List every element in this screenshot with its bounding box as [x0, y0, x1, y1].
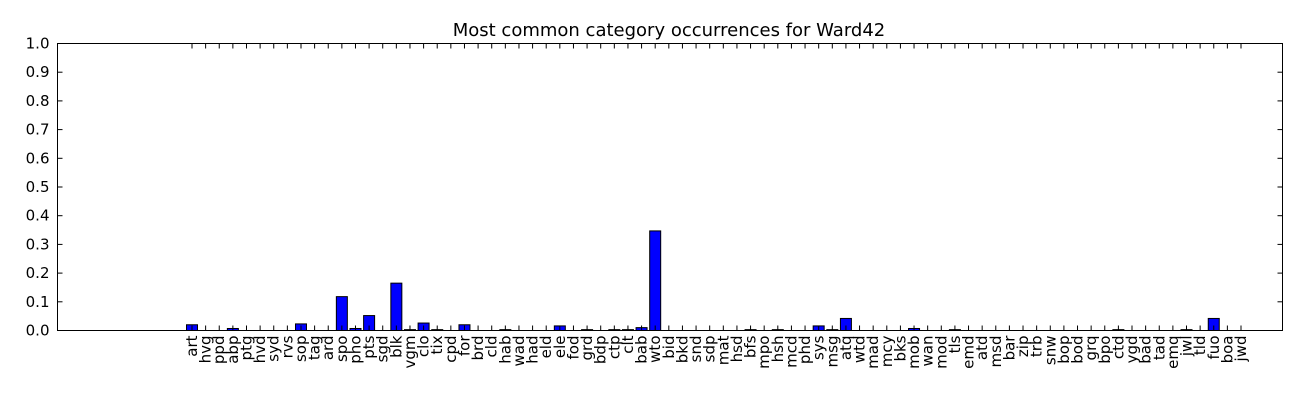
x-tick-label-emq: emq	[1164, 336, 1182, 369]
x-tick-label-ctd: ctd	[1109, 336, 1127, 360]
x-tick-label-abp: abp	[224, 336, 242, 364]
x-tick-label-snd: snd	[687, 336, 705, 363]
x-tick-label-sgd: sgd	[374, 336, 392, 363]
x-tick-label-tad: tad	[1150, 336, 1168, 361]
x-tick-label-hsh: hsh	[769, 336, 787, 363]
x-tick-label-rvs: rvs	[278, 335, 296, 358]
x-tick-label-mcd: mcd	[782, 336, 800, 368]
x-tick-label-spo: spo	[333, 336, 351, 363]
x-tick-label-syd: syd	[265, 336, 283, 362]
x-tick-label-clo: clo	[415, 336, 433, 358]
x-tick-label-for: for	[455, 335, 473, 356]
x-tick-label-brd: brd	[469, 336, 487, 361]
x-tick-label-sop: sop	[292, 336, 310, 363]
x-tick-label-mcy: mcy	[878, 335, 896, 367]
y-tick-label: 0.3	[26, 235, 50, 253]
x-tick-label-bkd: bkd	[673, 336, 691, 364]
x-tick-label-grd: grd	[578, 336, 596, 361]
x-tick-label-grq: grq	[1082, 336, 1100, 361]
y-tick-label: 0.6	[26, 149, 50, 167]
x-tick-label-bop: bop	[1055, 336, 1073, 364]
x-tick-label-bfs: bfs	[742, 335, 760, 358]
x-tick-label-phd: phd	[796, 336, 814, 365]
y-tick-label: 0.5	[26, 178, 50, 196]
x-tick-label-bks: bks	[891, 335, 909, 361]
y-tick-label: 0.2	[26, 264, 50, 282]
x-tick-label-had: had	[524, 336, 542, 364]
x-tick-label-ard: ard	[319, 336, 337, 361]
x-tick-label-fuo: fuo	[1205, 336, 1223, 360]
x-tick-label-jwd: jwd	[1232, 336, 1250, 363]
x-tick-label-wto: wto	[646, 336, 664, 363]
x-tick-label-jwl: jwl	[1178, 336, 1196, 358]
x-tick-label-sdp: sdp	[701, 336, 719, 363]
y-axis: 0.0 0.1 0.2 0.3 0.4 0.5 0.6 0.7 0.8 0.9 1.0	[26, 35, 1283, 340]
bar-blk	[390, 282, 403, 331]
y-tick-label: 0.4	[26, 207, 50, 225]
x-tick-label-tix: tix	[428, 335, 446, 354]
x-tick-label-hvd: hvd	[251, 336, 269, 364]
x-tick-label-art: art	[183, 335, 201, 356]
x-tick-label-tld: tld	[1191, 336, 1209, 356]
y-tick-label: 1.0	[26, 35, 50, 53]
x-tick-label-bad: bad	[1137, 336, 1155, 364]
x-tick-label-ptg: ptg	[237, 336, 255, 361]
bar-wto	[649, 230, 662, 331]
x-axis: arthvgppdabpptghvdsydrvssoptagardspophop…	[183, 43, 1250, 369]
x-tick-label-bab: bab	[633, 336, 651, 364]
x-tick-label-cpd: cpd	[442, 336, 460, 363]
x-tick-label-tls: tls	[946, 335, 964, 353]
axes-frame	[57, 43, 1283, 331]
x-tick-label-blk: blk	[387, 335, 405, 358]
x-tick-label-clt: clt	[619, 335, 637, 353]
x-tick-label-emd: emd	[960, 336, 978, 369]
y-tick-label: 0.8	[26, 92, 50, 110]
x-tick-label-pho: pho	[346, 336, 364, 364]
x-tick-label-wad: wad	[510, 336, 528, 367]
x-tick-label-bdp: bdp	[592, 336, 610, 365]
x-tick-label-cld: cld	[483, 336, 501, 358]
x-tick-label-wtd: wtd	[851, 336, 869, 364]
x-tick-label-hab: hab	[496, 335, 514, 363]
x-tick-label-msg: msg	[823, 336, 841, 368]
y-tick-label: 0.9	[26, 63, 50, 81]
x-tick-label-trb: trb	[1028, 336, 1046, 358]
x-tick-label-mad: mad	[864, 336, 882, 369]
x-tick-label-snw: snw	[1041, 336, 1059, 366]
bars-group	[186, 230, 1220, 332]
x-tick-label-hsd: hsd	[728, 336, 746, 363]
x-tick-label-atd: atd	[973, 336, 991, 361]
x-tick-label-mod: mod	[932, 336, 950, 369]
x-tick-label-pts: pts	[360, 335, 378, 358]
x-tick-label-msd: msd	[987, 336, 1005, 368]
x-tick-label-atq: atq	[837, 336, 855, 361]
x-tick-label-fod: fod	[564, 336, 582, 360]
x-tick-label-ygd: ygd	[1123, 336, 1141, 364]
x-tick-label-bar: bar	[1000, 335, 1018, 361]
x-tick-label-mob: mob	[905, 336, 923, 369]
chart-title: Most common category occurrences for War…	[453, 20, 886, 41]
x-tick-label-mpo: mpo	[755, 336, 773, 369]
x-tick-label-vgm: vgm	[401, 336, 419, 369]
x-tick-label-tag: tag	[306, 336, 324, 361]
bar-spo	[335, 296, 348, 332]
x-tick-label-bid: bid	[660, 336, 678, 359]
x-tick-label-boa: boa	[1218, 336, 1236, 364]
x-tick-label-bod: bod	[1069, 336, 1087, 364]
x-tick-label-eld: eld	[537, 336, 555, 359]
y-tick-label: 0.7	[26, 121, 50, 139]
x-tick-label-hvg: hvg	[197, 336, 215, 364]
x-tick-label-zip: zip	[1014, 336, 1032, 358]
x-tick-label-ppd: ppd	[210, 336, 228, 365]
x-tick-label-bpo: bpo	[1096, 336, 1114, 364]
x-tick-label-sys: sys	[810, 335, 828, 360]
y-tick-label: 0.0	[26, 322, 50, 340]
y-tick-label: 0.1	[26, 293, 50, 311]
x-tick-label-ctp: ctp	[605, 336, 623, 360]
x-tick-label-wan: wan	[919, 336, 937, 367]
x-tick-label-ele: ele	[551, 336, 569, 359]
x-tick-label-mat: mat	[714, 335, 732, 365]
